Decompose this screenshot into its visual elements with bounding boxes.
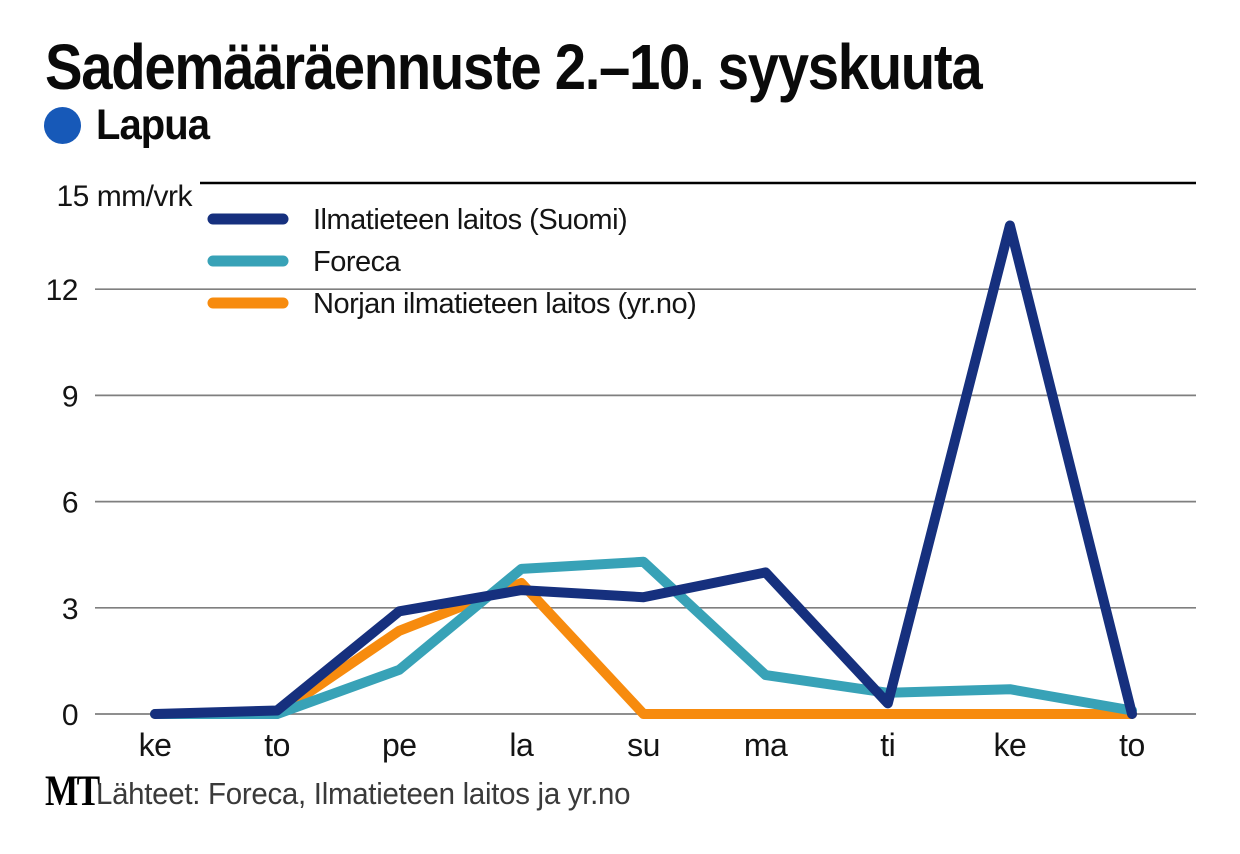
mt-logo: MT [45,768,100,815]
series-line-norjan-ilmatieteen-laitos-yr-no [150,578,1137,719]
chart-title: Sademääräennuste 2.–10. syyskuuta [45,31,983,103]
legend-label-0: Ilmatieteen laitos (Suomi) [313,204,627,236]
y-top-label: 15 mm/vrk [56,180,193,213]
x-tick-label-1-to: to [264,727,290,763]
y-tick-label-0: 0 [62,699,78,732]
y-tick-label-9: 9 [62,380,78,413]
location-row: Lapua [44,101,218,150]
x-tick-label-7-ke: ke [993,727,1026,763]
series-line-foreca [150,556,1137,719]
x-tick-label-3-la: la [509,727,534,763]
source-text: Lähteet: Foreca, Ilmatieteen laitos ja y… [96,776,631,811]
x-tick-label-2-pe: pe [382,727,417,763]
x-tick-label-6-ti: ti [880,727,895,763]
series-line-ilmatieteen-laitos-suomi [150,220,1137,719]
x-tick-label-0-ke: ke [139,727,172,763]
legend-label-1: Foreca [313,246,402,278]
location-label: Lapua [96,101,210,149]
x-tick-label-8-to: to [1119,727,1145,763]
y-tick-label-3: 3 [62,593,78,626]
location-dot-icon [44,107,81,144]
y-tick-label-6: 6 [62,487,78,520]
y-tick-label-12: 12 [46,274,78,307]
x-tick-label-4-su: su [627,727,660,763]
x-tick-label-5-ma: ma [744,727,788,763]
legend-label-2: Norjan ilmatieteen laitos (yr.no) [313,288,696,320]
